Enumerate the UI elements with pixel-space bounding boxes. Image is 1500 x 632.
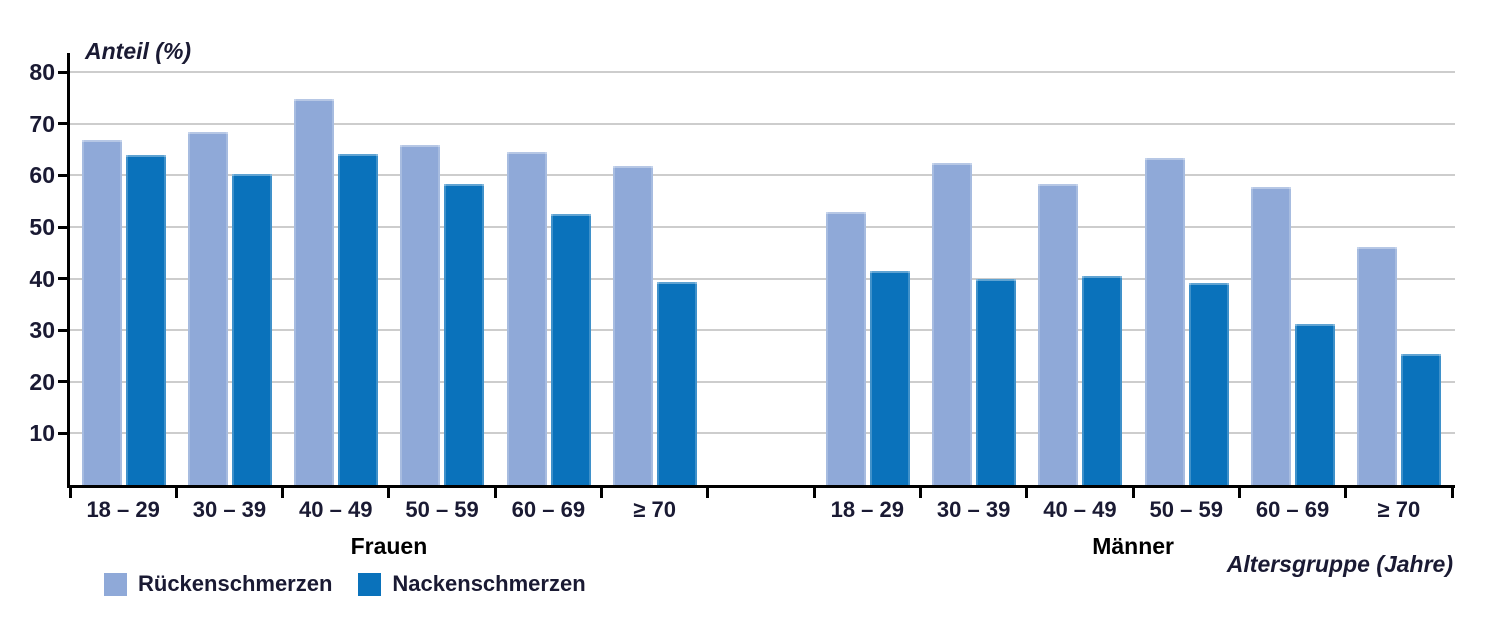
x-tick-label: ≥ 70	[633, 497, 677, 522]
x-tick	[1344, 485, 1348, 498]
x-tick-label: 18 – 29	[830, 497, 904, 522]
x-tick-label: 50 – 59	[405, 497, 479, 522]
x-tick	[281, 485, 285, 498]
bar	[657, 282, 698, 485]
x-axis-title: Altersgruppe (Jahre)	[1226, 551, 1453, 577]
x-tick-label: 60 – 69	[1255, 497, 1330, 522]
y-tick-label: 30	[29, 317, 55, 344]
x-tick-label: 60 – 69	[511, 497, 586, 522]
bar	[506, 152, 547, 485]
bar	[125, 155, 166, 485]
x-tick	[1131, 485, 1135, 498]
x-tick	[68, 485, 72, 498]
x-tick	[387, 485, 391, 498]
x-axis-line	[67, 485, 1455, 488]
bar	[231, 174, 272, 485]
y-tick-label: 60	[29, 162, 55, 189]
x-tick-label: 40 – 49	[299, 497, 373, 522]
x-tick-label: 30 – 39	[936, 497, 1011, 522]
legend-swatch-rueckenschmerzen	[104, 572, 127, 596]
x-tick	[1025, 485, 1029, 498]
x-tick-label: 50 – 59	[1149, 497, 1223, 522]
x-tick	[1450, 485, 1454, 498]
gridline	[70, 71, 1455, 74]
bar	[931, 163, 972, 485]
x-tick	[812, 485, 816, 498]
bar	[1038, 183, 1079, 485]
y-tick	[58, 380, 67, 384]
y-tick	[58, 70, 67, 74]
legend-label-rueckenschmerzen: Rückenschmerzen	[138, 571, 333, 596]
legend-item: Rückenschmerzen	[104, 571, 332, 597]
bar	[338, 153, 379, 485]
y-tick	[58, 277, 67, 281]
bar	[1188, 282, 1229, 485]
bar	[400, 144, 441, 485]
y-tick-label: 10	[29, 420, 55, 447]
section-label: Männer	[1092, 533, 1174, 559]
bar	[825, 212, 866, 485]
gridline	[70, 277, 1455, 280]
x-tick	[174, 485, 178, 498]
bar	[1082, 276, 1123, 485]
x-tick	[1237, 485, 1241, 498]
y-tick-label: 80	[29, 59, 55, 86]
y-tick	[58, 173, 67, 177]
y-tick	[58, 328, 67, 332]
y-tick	[58, 225, 67, 229]
bar	[1401, 354, 1442, 485]
gridline	[70, 122, 1455, 125]
bar	[444, 183, 485, 485]
gridline	[70, 380, 1455, 383]
x-tick-label: 40 – 49	[1043, 497, 1117, 522]
bar	[1250, 186, 1291, 485]
legend-label-nackenschmerzen: Nackenschmerzen	[392, 571, 586, 596]
y-axis-title: Anteil (%)	[85, 38, 192, 64]
bar	[975, 278, 1016, 485]
legend-swatch-nackenschmerzen	[358, 572, 382, 596]
gridline	[70, 174, 1455, 177]
section-label: Frauen	[350, 533, 428, 559]
gridline	[70, 432, 1455, 435]
bar	[550, 214, 591, 485]
y-tick-label: 20	[29, 368, 55, 395]
bar	[81, 139, 122, 485]
x-tick	[600, 485, 604, 498]
y-tick-label: 50	[29, 214, 55, 240]
x-tick-label: 18 – 29	[86, 497, 160, 522]
bar	[187, 131, 228, 485]
x-tick	[918, 485, 922, 498]
x-tick	[706, 485, 710, 498]
x-tick-label: 30 – 39	[192, 497, 267, 522]
gridline	[70, 329, 1455, 332]
bar	[1294, 324, 1335, 485]
bar	[1144, 157, 1185, 485]
y-tick-label: 70	[29, 110, 55, 137]
y-tick	[58, 431, 67, 435]
gridline	[70, 226, 1455, 228]
x-tick	[493, 485, 497, 498]
y-tick-label: 40	[29, 265, 55, 292]
bar	[1357, 247, 1398, 485]
y-axis-line	[67, 53, 70, 488]
legend: Rückenschmerzen Nackenschmerzen	[104, 571, 586, 597]
bar	[613, 166, 654, 485]
x-tick-label: ≥ 70	[1377, 497, 1421, 522]
y-tick	[58, 122, 67, 126]
bar	[294, 98, 335, 485]
legend-item: Nackenschmerzen	[358, 571, 586, 597]
bar	[869, 271, 910, 485]
